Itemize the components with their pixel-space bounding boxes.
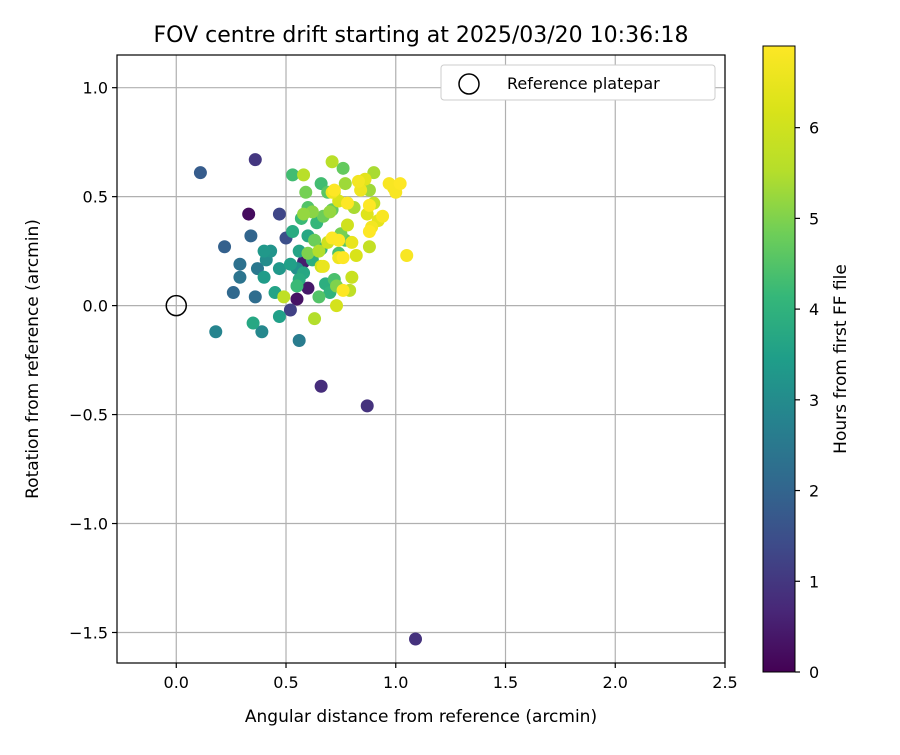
data-point: [272, 310, 286, 324]
y-tick-label: −0.5: [69, 406, 108, 425]
data-point: [283, 257, 297, 271]
data-point: [257, 244, 271, 258]
data-point: [299, 185, 313, 199]
y-axis-label: Rotation from reference (arcmin): [23, 219, 43, 499]
data-point: [277, 290, 291, 304]
data-point: [332, 233, 346, 247]
y-tick-label: −1.5: [69, 623, 108, 642]
data-point: [292, 333, 306, 347]
data-point: [382, 177, 396, 191]
data-point: [327, 183, 341, 197]
y-tick-label: 0.5: [83, 188, 108, 207]
data-point: [336, 283, 350, 297]
colorbar-tick-label: 5: [809, 209, 819, 228]
y-tick-label: 0.0: [83, 297, 108, 316]
data-point: [312, 290, 326, 304]
data-point: [345, 235, 359, 249]
y-tick-label: −1.0: [69, 515, 108, 534]
colorbar-tick-label: 1: [809, 572, 819, 591]
y-ticks: 1.0 0.5 0.0 −0.5 −1.0 −1.5: [69, 79, 117, 642]
y-tick-label: 1.0: [83, 79, 108, 98]
legend-box: [440, 64, 716, 101]
data-point: [297, 168, 311, 182]
data-point: [308, 233, 322, 247]
legend: Reference platepar: [440, 64, 716, 101]
x-tick-label: 1.0: [383, 673, 408, 692]
data-point: [376, 209, 390, 223]
data-point: [272, 262, 286, 276]
data-point: [340, 218, 354, 232]
data-point: [362, 240, 376, 254]
data-point: [314, 379, 328, 393]
data-point: [218, 240, 232, 254]
colorbar-gradient: [762, 45, 796, 673]
data-point: [362, 198, 376, 212]
data-point: [272, 207, 286, 221]
data-point: [329, 299, 343, 313]
colorbar-tick-label: 2: [809, 482, 819, 501]
data-point: [301, 246, 315, 260]
data-point: [283, 303, 297, 317]
data-point: [233, 257, 247, 271]
data-point: [362, 225, 376, 239]
data-point: [316, 259, 330, 273]
axes-frame: [116, 54, 726, 664]
data-point: [193, 166, 207, 180]
x-tick-label: 1.5: [493, 673, 518, 692]
data-point: [257, 270, 271, 284]
data-point: [242, 207, 256, 221]
x-tick-label: 2.0: [603, 673, 628, 692]
data-point: [209, 325, 223, 339]
data-point: [244, 229, 258, 243]
colorbar-tick-label: 3: [809, 391, 819, 410]
legend-marker-open-circle: [458, 73, 480, 95]
data-point: [336, 251, 350, 265]
data-point: [400, 248, 414, 262]
data-point: [323, 205, 337, 219]
grid: [117, 55, 726, 663]
colorbar-label: Hours from first FF file: [831, 264, 851, 454]
legend-label: Reference platepar: [507, 74, 660, 93]
data-point: [351, 174, 365, 188]
data-point: [286, 225, 300, 239]
data-point: [233, 270, 247, 284]
colorbar-tick-label: 6: [809, 119, 819, 138]
data-point: [286, 168, 300, 182]
data-point: [308, 312, 322, 326]
data-point: [393, 177, 407, 191]
data-point: [360, 399, 374, 413]
data-point: [340, 196, 354, 210]
data-point: [349, 248, 363, 262]
data-point: [338, 177, 352, 191]
colorbar-ticks: 0 1 2 3 4 5 6: [795, 119, 819, 682]
x-tick-label: 0.0: [164, 673, 189, 692]
data-point: [248, 153, 262, 167]
reference-platepar-marker: [165, 294, 188, 317]
data-points: [165, 153, 423, 646]
chart-title: FOV centre drift starting at 2025/03/20 …: [154, 23, 689, 48]
data-point: [336, 161, 350, 175]
data-point: [290, 292, 304, 306]
colorbar-tick-label: 4: [809, 300, 819, 319]
data-point: [312, 244, 326, 258]
colorbar-tick-label: 0: [809, 663, 819, 682]
data-point: [301, 281, 315, 295]
data-point: [325, 155, 339, 169]
data-point: [255, 325, 269, 339]
data-point: [246, 316, 260, 330]
x-tick-label: 2.5: [712, 673, 737, 692]
x-tick-label: 0.5: [273, 673, 298, 692]
data-point: [290, 279, 304, 293]
data-point: [248, 290, 262, 304]
data-point: [409, 632, 423, 646]
data-point: [226, 286, 240, 300]
x-axis-label: Angular distance from reference (arcmin): [245, 707, 597, 727]
data-point: [297, 207, 311, 221]
colorbar: 0 1 2 3 4 5 6 Hours from first FF file: [762, 45, 851, 682]
data-point: [345, 270, 359, 284]
x-ticks: 0.0 0.5 1.0 1.5 2.0 2.5: [164, 663, 738, 692]
